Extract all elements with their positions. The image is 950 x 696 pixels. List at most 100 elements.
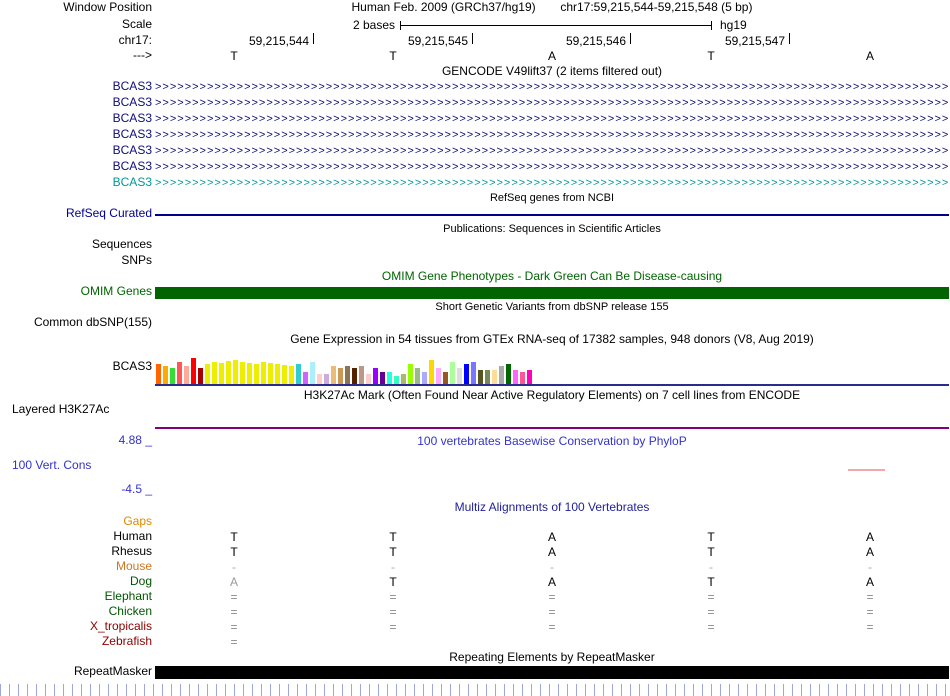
gtex-bar — [170, 368, 175, 384]
multiz-species-label[interactable]: Dog — [129, 574, 152, 588]
multiz-cell: T — [707, 530, 715, 544]
gencode-gene-label[interactable]: BCAS3 — [112, 175, 152, 189]
gencode-transcript[interactable]: >>>>>>>>>>>>>>>>>>>>>>>>>>>>>>>>>>>>>>>>… — [155, 113, 949, 125]
gtex-bar — [380, 372, 385, 384]
coordinate-label: 59,215,545 — [407, 34, 468, 48]
multiz-cell: = — [389, 590, 397, 604]
gtex-bar — [506, 364, 511, 384]
gencode-gene-label[interactable]: BCAS3 — [112, 159, 152, 173]
gencode-transcript[interactable]: >>>>>>>>>>>>>>>>>>>>>>>>>>>>>>>>>>>>>>>>… — [155, 97, 949, 109]
gtex-bar — [464, 364, 469, 384]
gencode-transcript[interactable]: >>>>>>>>>>>>>>>>>>>>>>>>>>>>>>>>>>>>>>>>… — [155, 81, 949, 93]
gtex-bar — [156, 364, 161, 384]
multiz-cell: A — [865, 545, 874, 559]
multiz-cell: A — [547, 530, 556, 544]
multiz-cell: = — [389, 620, 397, 634]
publications-snps-label[interactable]: SNPs — [121, 253, 152, 267]
gtex-bar — [303, 372, 308, 384]
gtex-gene-label[interactable]: BCAS3 — [112, 359, 152, 373]
gtex-bar — [450, 362, 455, 384]
position-range-label: chr17:59,215,544-59,215,548 (5 bp) — [560, 0, 753, 14]
multiz-species-label[interactable]: Human — [113, 529, 152, 543]
h3k27ac-track-label[interactable]: Layered H3K27Ac — [12, 402, 110, 416]
gencode-transcript[interactable]: >>>>>>>>>>>>>>>>>>>>>>>>>>>>>>>>>>>>>>>>… — [155, 161, 949, 173]
gtex-bar — [282, 365, 287, 384]
gencode-transcript[interactable]: >>>>>>>>>>>>>>>>>>>>>>>>>>>>>>>>>>>>>>>>… — [155, 145, 949, 157]
multiz-cell: - — [232, 560, 236, 574]
gtex-bar — [415, 368, 420, 384]
refseq-track-title[interactable]: RefSeq genes from NCBI — [489, 192, 615, 204]
coordinate-tick — [313, 33, 314, 44]
multiz-cell: A — [229, 575, 238, 589]
refseq-curated-label[interactable]: RefSeq Curated — [65, 206, 152, 220]
gtex-bar — [429, 360, 434, 384]
gencode-track-title[interactable]: GENCODE V49lift37 (2 items filtered out) — [441, 64, 663, 78]
repeatmasker-label[interactable]: RepeatMasker — [73, 664, 152, 678]
publications-track-title[interactable]: Publications: Sequences in Scientific Ar… — [443, 223, 661, 235]
gencode-gene-label[interactable]: BCAS3 — [112, 143, 152, 157]
multiz-species-label[interactable]: Chicken — [108, 604, 152, 618]
gtex-bar — [401, 374, 406, 384]
multiz-species-label[interactable]: Elephant — [104, 589, 152, 603]
gtex-bar — [387, 372, 392, 384]
multiz-species-label[interactable]: Mouse — [115, 559, 152, 573]
multiz-species-label[interactable]: Zebrafish — [101, 634, 152, 648]
reference-base: T — [707, 49, 715, 63]
multiz-cell: T — [230, 530, 238, 544]
coordinate-tick — [630, 33, 631, 44]
gtex-bar — [247, 363, 252, 384]
scale-bar — [400, 21, 712, 30]
phylop-signal — [848, 469, 885, 471]
repeatmasker-track-title[interactable]: Repeating Elements by RepeatMasker — [449, 650, 655, 664]
phylop-track-label[interactable]: 100 Vert. Cons — [12, 458, 92, 472]
omim-genes-label[interactable]: OMIM Genes — [80, 284, 152, 298]
h3k27ac-track-title[interactable]: H3K27Ac Mark (Often Found Near Active Re… — [303, 388, 801, 402]
genome-label: hg19 — [720, 18, 747, 32]
multiz-cell: = — [866, 590, 874, 604]
multiz-species-label[interactable]: X_tropicalis — [89, 619, 152, 633]
gtex-bar — [226, 361, 231, 384]
multiz-cell: = — [230, 605, 238, 619]
gtex-bar — [240, 362, 245, 384]
multiz-cell: = — [389, 605, 397, 619]
omim-gene-item[interactable] — [155, 287, 949, 299]
gencode-gene-label[interactable]: BCAS3 — [112, 111, 152, 125]
gencode-gene-label[interactable]: BCAS3 — [112, 95, 152, 109]
gtex-bar — [352, 368, 357, 384]
gencode-transcript[interactable]: >>>>>>>>>>>>>>>>>>>>>>>>>>>>>>>>>>>>>>>>… — [155, 129, 949, 141]
phylop-track-title[interactable]: 100 vertebrates Basewise Conservation by… — [417, 434, 687, 448]
phylop-max-value: 4.88 _ — [118, 433, 152, 447]
multiz-species-label[interactable]: Rhesus — [111, 544, 152, 558]
multiz-cell: = — [230, 620, 238, 634]
gtex-bar — [436, 368, 441, 384]
gtex-bar — [177, 362, 182, 384]
multiz-track-title[interactable]: Multiz Alignments of 100 Vertebrates — [454, 500, 650, 514]
multiz-cell: A — [547, 575, 556, 589]
gtex-track-title[interactable]: Gene Expression in 54 tissues from GTEx … — [290, 332, 814, 346]
gencode-gene-label[interactable]: BCAS3 — [112, 79, 152, 93]
multiz-cell: T — [707, 575, 715, 589]
publications-sequences-label[interactable]: Sequences — [91, 237, 152, 251]
reference-base: T — [230, 49, 238, 63]
dbsnp-track-title[interactable]: Short Genetic Variants from dbSNP releas… — [435, 301, 669, 313]
omim-track-title[interactable]: OMIM Gene Phenotypes - Dark Green Can Be… — [381, 269, 723, 283]
multiz-cell: = — [707, 620, 715, 634]
gtex-bar — [422, 372, 427, 384]
multiz-species-label[interactable]: Gaps — [123, 514, 152, 528]
repeatmasker-item[interactable] — [155, 666, 949, 679]
gtex-bar — [198, 368, 203, 384]
gtex-bar — [254, 364, 259, 384]
gtex-bar — [275, 364, 280, 384]
gtex-bar — [289, 366, 294, 384]
multiz-cell: = — [707, 590, 715, 604]
refseq-gene-item[interactable] — [155, 214, 949, 216]
multiz-cell: T — [389, 530, 397, 544]
coordinate-tick — [789, 33, 790, 44]
gtex-bar — [492, 370, 497, 384]
multiz-cell: T — [230, 545, 238, 559]
common-dbsnp-label[interactable]: Common dbSNP(155) — [33, 315, 152, 329]
gencode-transcript[interactable]: >>>>>>>>>>>>>>>>>>>>>>>>>>>>>>>>>>>>>>>>… — [155, 177, 949, 189]
scale-label: Scale — [121, 17, 152, 31]
gtex-bar — [268, 363, 273, 384]
gencode-gene-label[interactable]: BCAS3 — [112, 127, 152, 141]
